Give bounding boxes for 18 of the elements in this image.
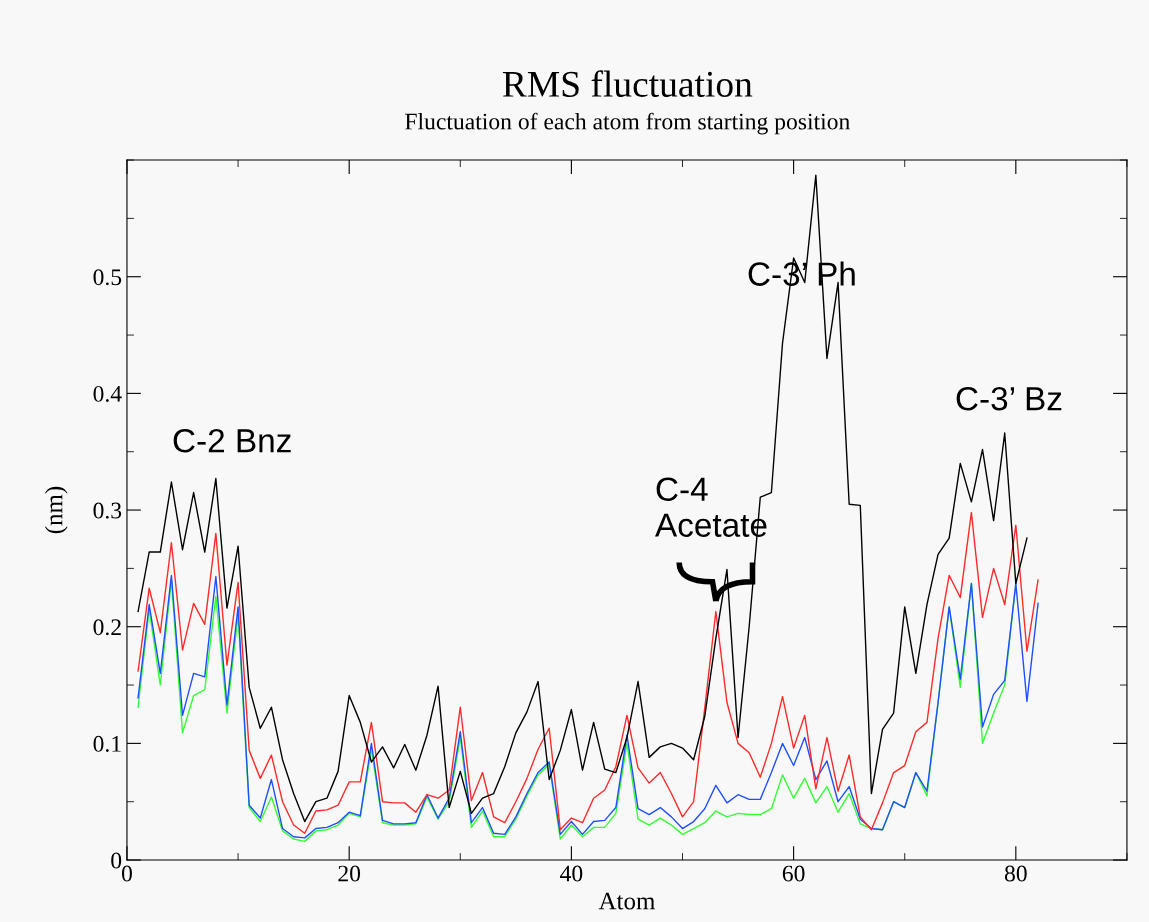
y-tick-label: 0.3 xyxy=(93,502,122,519)
y-tick-label: 0.2 xyxy=(93,619,121,636)
y-tick-label: 0.4 xyxy=(93,385,122,402)
y-axis-title: (nm) xyxy=(44,486,68,534)
x-tick-label: 80 xyxy=(1004,865,1027,882)
annotation: C-2 Bnz xyxy=(173,428,291,453)
y-tick-label: 0.1 xyxy=(93,735,121,752)
y-tick-label: 0.5 xyxy=(93,269,122,286)
chart-subtitle: Fluctuation of each atom from starting position xyxy=(405,112,850,135)
x-tick-label: 20 xyxy=(338,865,361,882)
x-tick-label: 40 xyxy=(560,865,583,882)
annotation: C-3’ Bz xyxy=(956,386,1062,411)
line-series xyxy=(137,511,1039,834)
x-tick-label: 60 xyxy=(782,865,805,882)
x-axis-title: Atom xyxy=(598,892,656,910)
line-series xyxy=(137,174,1028,823)
chart-title: RMS fluctuation xyxy=(502,70,753,97)
y-tick-label: 0 xyxy=(111,852,122,869)
